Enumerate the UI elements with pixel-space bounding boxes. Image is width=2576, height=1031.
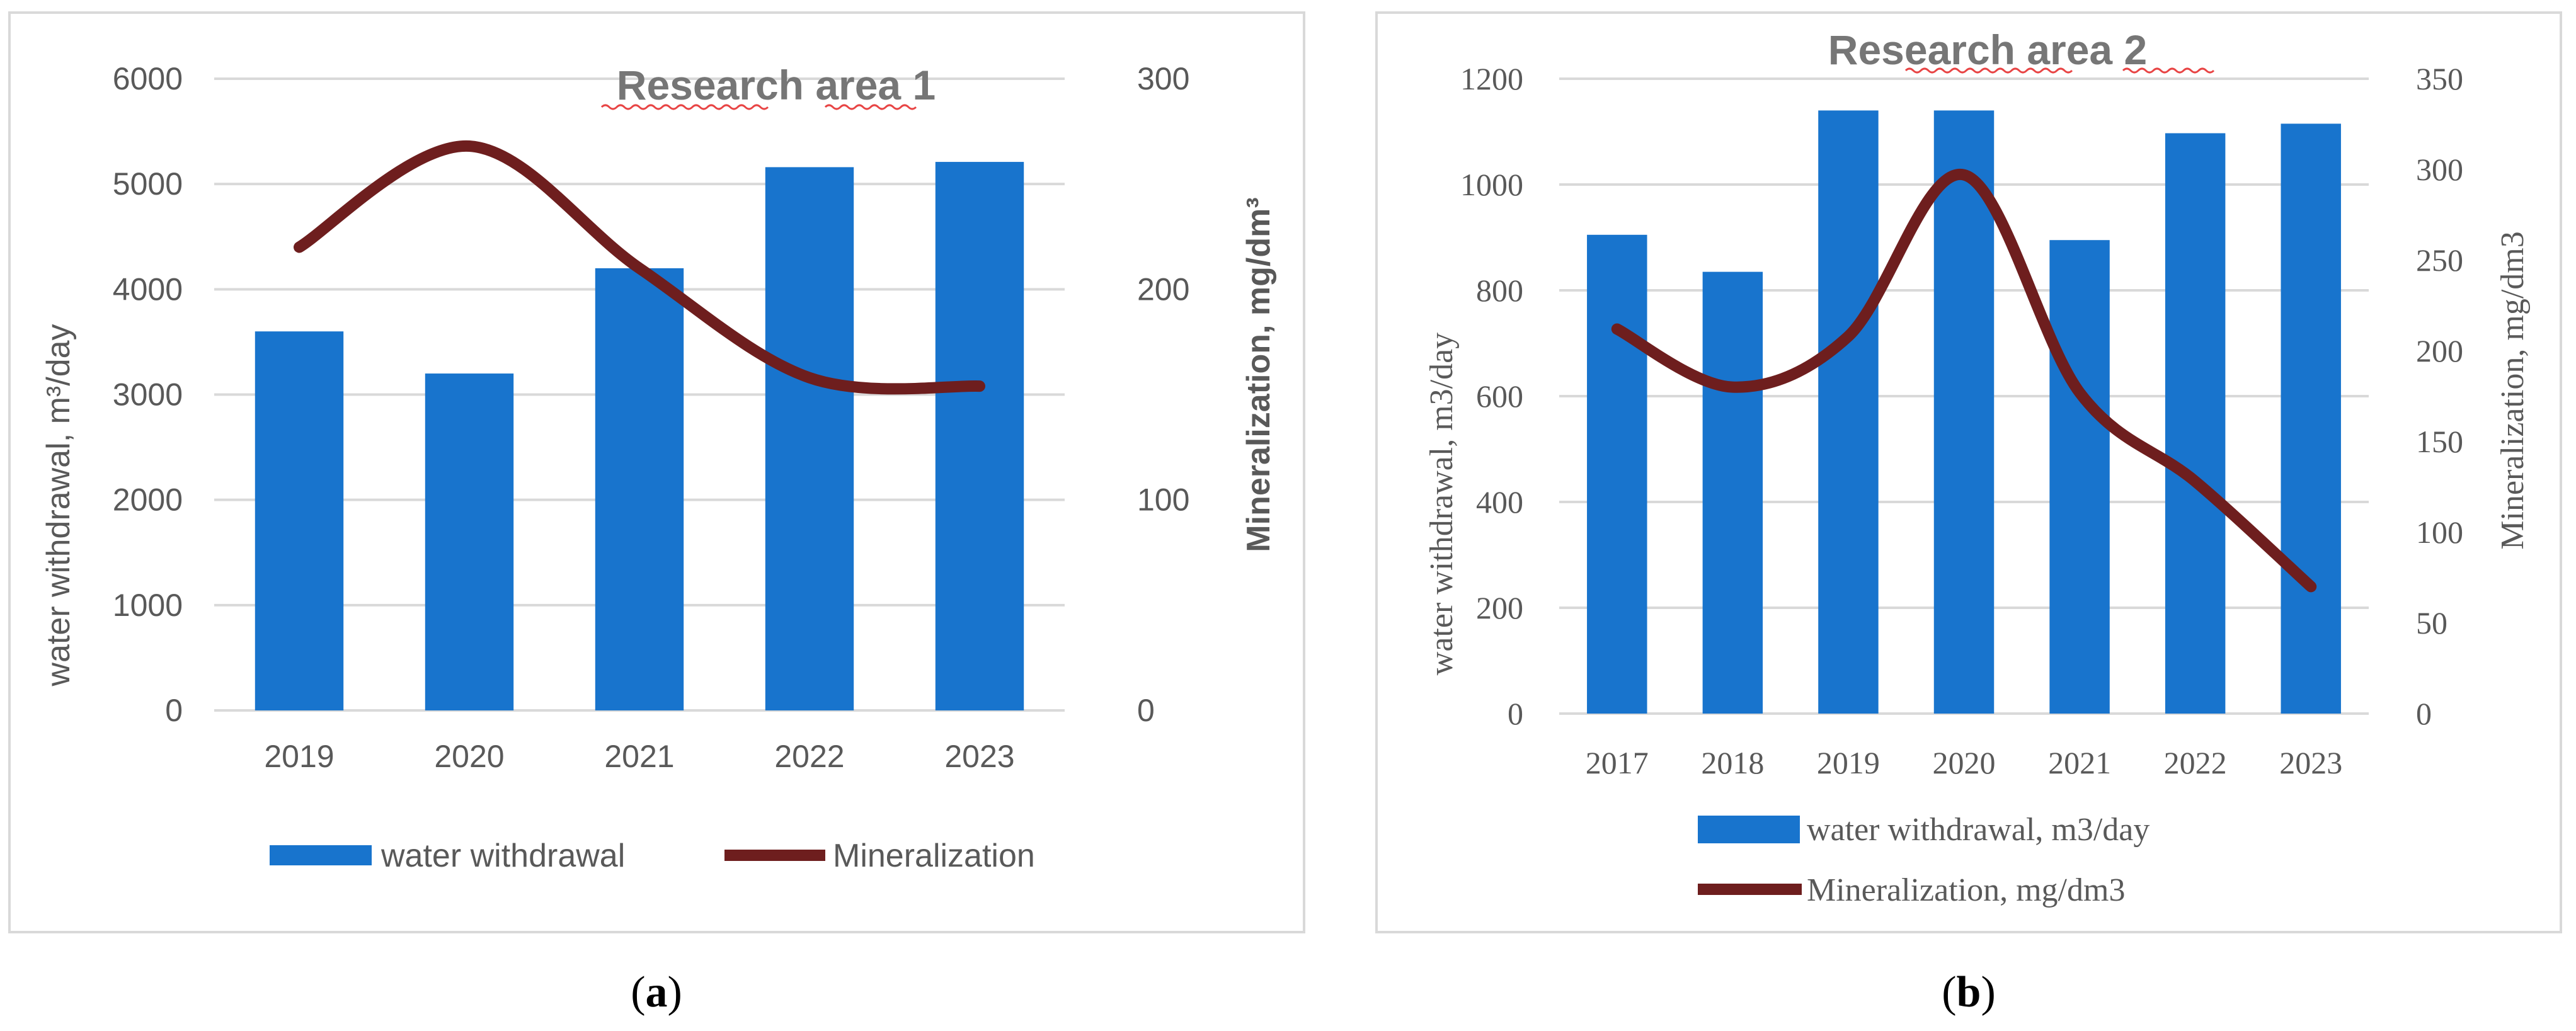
- chart-b-bar: [1933, 110, 1995, 714]
- chart-b-y2-axis-label: Mineralization, mg/dm3: [2495, 231, 2531, 549]
- chart-b-mineralization-line: [1611, 169, 2317, 593]
- chart-a-y-tick-label: 2000: [113, 482, 183, 518]
- chart-a-title-spellcheck-underline-1: [600, 104, 769, 110]
- chart-b-legend-bar-label: water withdrawal, m3/day: [1807, 812, 2150, 848]
- chart-b-y-tick-label: 200: [1476, 590, 1523, 625]
- chart-a-legend-line-label: Mineralization: [833, 838, 1035, 874]
- caption-a-close: ): [668, 968, 682, 1017]
- chart-a-legend: water withdrawal Mineralization: [270, 838, 1035, 874]
- chart-b-y2-tick-label: 200: [2416, 333, 2463, 368]
- chart-b-line: [1611, 169, 2317, 593]
- chart-a-legend-bar-swatch: [270, 845, 372, 865]
- caption-b-close: ): [1981, 968, 1995, 1017]
- chart-b-title-spellcheck-underline-2: [2122, 67, 2215, 74]
- chart-b-y2-tick-label: 250: [2416, 242, 2463, 278]
- chart-a-x-tick-label: 2020: [434, 739, 504, 774]
- chart-b-x-tick-label: 2021: [2048, 745, 2111, 780]
- chart-b-bar: [1702, 271, 1763, 714]
- chart-a-legend-bar-label: water withdrawal: [381, 838, 625, 874]
- chart-a-bar: [765, 167, 854, 710]
- chart-a-x-tick-label: 2019: [264, 739, 334, 774]
- chart-b-bar: [2165, 133, 2226, 714]
- chart-a-y-tick-label: 4000: [113, 271, 183, 307]
- chart-b-ticks: 0 200 400 600 800 1000 1200 0 50 100 150 200 250 300 3…: [1460, 61, 2463, 780]
- caption-b-letter: b: [1957, 968, 1981, 1017]
- chart-a-y-tick-label: 5000: [113, 166, 183, 202]
- caption-a: (a): [631, 968, 682, 1017]
- chart-b-legend-bar-swatch: [1698, 816, 1800, 843]
- chart-a-x-tick-label: 2021: [604, 739, 674, 774]
- chart-b-y-axis-label: water withdrawal, m3/day: [1424, 333, 1460, 675]
- chart-a-bar: [935, 162, 1024, 711]
- caption-a-open: (: [631, 968, 645, 1017]
- chart-b-y2-tick-label: 0: [2416, 696, 2432, 731]
- chart-b-bar: [2281, 123, 2341, 714]
- chart-a-mineralization-line: [294, 140, 985, 395]
- chart-b-y-tick-label: 0: [1508, 696, 1523, 731]
- chart-b-y-tick-label: 1000: [1460, 167, 1523, 202]
- chart-b-y-tick-label: 400: [1476, 484, 1523, 520]
- chart-a-bar: [595, 268, 684, 710]
- chart-b-y-tick-label: 800: [1476, 273, 1523, 308]
- chart-b-y2-tick-label: 300: [2416, 152, 2463, 187]
- chart-b-y2-tick-label: 150: [2416, 424, 2463, 459]
- chart-b-bars: [1587, 110, 2341, 714]
- chart-a-title: Research area 1: [617, 62, 936, 108]
- chart-b-bar: [1587, 234, 1647, 714]
- chart-a-y-tick-label: 0: [165, 693, 183, 728]
- chart-a-y2-tick-label: 100: [1137, 482, 1189, 518]
- chart-a-line: [294, 140, 985, 395]
- chart-b-title-word1: Research: [1828, 26, 2015, 73]
- chart-b-y-tick-label: 1200: [1460, 61, 1523, 96]
- chart-b-title-word2: area: [2027, 26, 2113, 73]
- chart-a-y2-tick-label: 300: [1137, 61, 1189, 96]
- chart-b-title: Research area 2: [1828, 26, 2147, 73]
- chart-a-title-word1: Research: [617, 62, 804, 108]
- chart-a-ticks: 0 1000 2000 3000 4000 5000 6000 0 100 200 300 2019 2…: [113, 61, 1190, 774]
- caption-b: (b): [1942, 968, 1996, 1017]
- chart-a-y-axis-label: water withdrawal, m³/day: [40, 324, 77, 686]
- chart-panel-b: 0 200 400 600 800 1000 1200 0 50 100 150 200 250 300 3…: [1375, 11, 2562, 933]
- chart-b-y2-tick-label: 50: [2416, 605, 2447, 641]
- chart-a-bar: [425, 373, 514, 710]
- chart-b-legend-line-label: Mineralization, mg/dm3: [1807, 872, 2125, 908]
- chart-a-y2-tick-label: 0: [1137, 693, 1155, 728]
- chart-a-bars: [255, 162, 1024, 711]
- caption-a-letter: a: [646, 968, 668, 1017]
- chart-a-title-spellcheck-underline-2: [824, 104, 917, 110]
- chart-a-y-tick-label: 3000: [113, 377, 183, 413]
- chart-b-x-tick-label: 2017: [1586, 745, 1649, 780]
- chart-a-title-word2: area: [815, 62, 902, 108]
- chart-a-y2-axis-label: Mineralization, mg/dm³: [1240, 197, 1277, 552]
- chart-b-title-num: 2: [2124, 26, 2147, 73]
- chart-b-x-tick-label: 2018: [1701, 745, 1764, 780]
- chart-b-x-tick-label: 2023: [2279, 745, 2342, 780]
- chart-b-bar: [1818, 110, 1879, 714]
- chart-a-y-tick-label: 1000: [113, 588, 183, 623]
- chart-b-legend: water withdrawal, m3/day Mineralization,…: [1698, 812, 2150, 908]
- chart-a-bar: [255, 331, 344, 710]
- chart-b-x-tick-label: 2022: [2164, 745, 2227, 780]
- chart-a-title-num: 1: [912, 62, 936, 108]
- caption-b-open: (: [1942, 968, 1956, 1017]
- chart-a-y-tick-label: 6000: [113, 61, 183, 96]
- chart-b-title-spellcheck-underline-1: [1904, 67, 2073, 74]
- chart-b-y2-tick-label: 100: [2416, 515, 2463, 550]
- chart-a-x-tick-label: 2023: [944, 739, 1014, 774]
- chart-b-bar: [2049, 240, 2110, 714]
- chart-a-y2-tick-label: 200: [1137, 271, 1189, 307]
- chart-b-x-tick-label: 2020: [1933, 745, 1996, 780]
- chart-panel-a: 0 1000 2000 3000 4000 5000 6000 0 100 200 300 2019 2…: [8, 11, 1305, 933]
- chart-b-x-tick-label: 2019: [1817, 745, 1880, 780]
- chart-a-x-tick-label: 2022: [774, 739, 844, 774]
- chart-b-y2-tick-label: 350: [2416, 61, 2463, 96]
- chart-b-y-tick-label: 600: [1476, 379, 1523, 414]
